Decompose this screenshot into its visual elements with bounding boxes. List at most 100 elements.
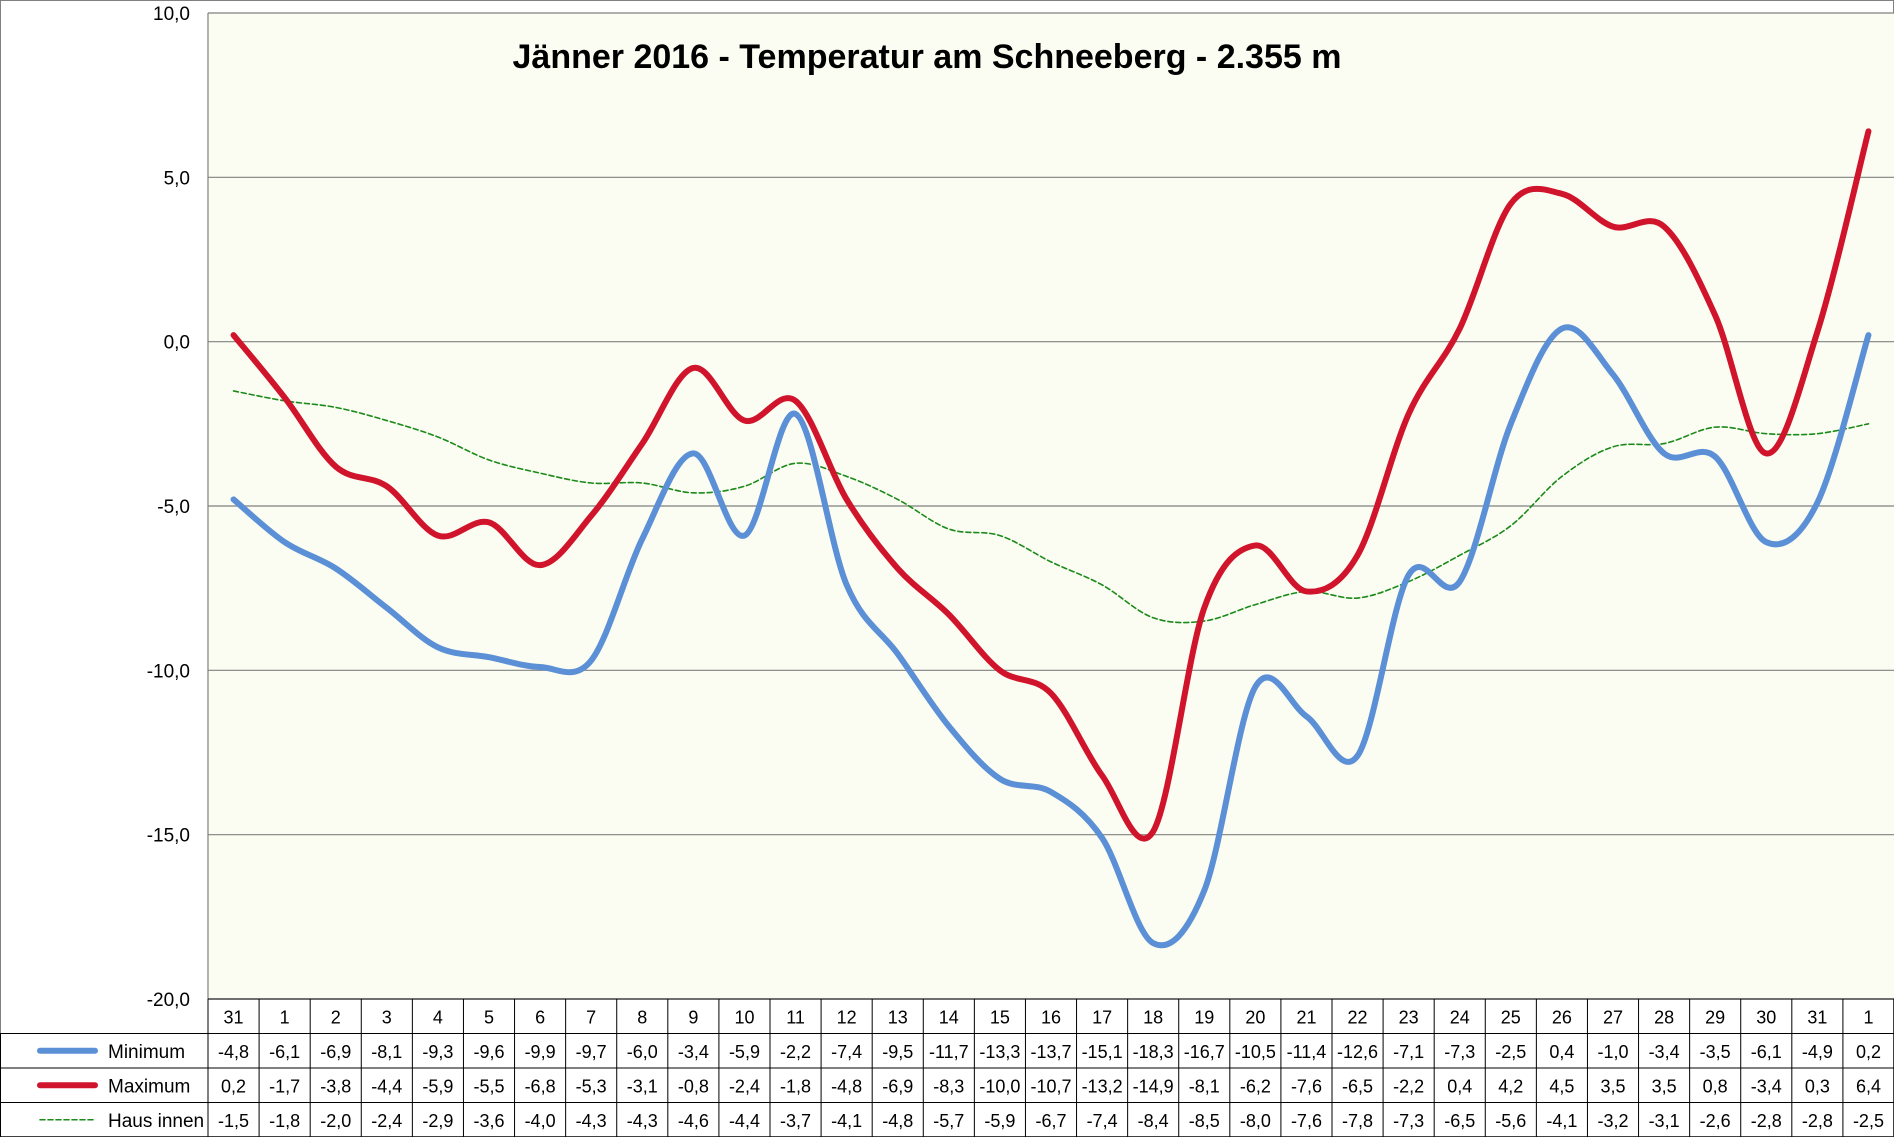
table-cell: -2,5 xyxy=(1495,1042,1526,1062)
table-cell: -6,9 xyxy=(320,1042,351,1062)
x-tick-label: 1 xyxy=(1863,1007,1873,1027)
table-cell: -7,6 xyxy=(1291,1076,1322,1096)
table-cell: -1,7 xyxy=(269,1076,300,1096)
x-tick-label: 31 xyxy=(1807,1007,1827,1027)
table-cell: -8,3 xyxy=(933,1076,964,1096)
table-cell: -1,5 xyxy=(218,1111,249,1131)
x-tick-label: 20 xyxy=(1245,1007,1265,1027)
table-cell: -2,9 xyxy=(422,1111,453,1131)
table-cell: -6,5 xyxy=(1342,1076,1373,1096)
table-cell: -7,3 xyxy=(1393,1111,1424,1131)
table-cell: -2,4 xyxy=(371,1111,402,1131)
table-cell: -7,8 xyxy=(1342,1111,1373,1131)
table-cell: -1,8 xyxy=(269,1111,300,1131)
legend-label-haus-innen: Haus innen xyxy=(108,1111,204,1132)
x-tick-label: 14 xyxy=(939,1007,959,1027)
table-cell: 0,2 xyxy=(221,1076,246,1096)
table-cell: -3,8 xyxy=(320,1076,351,1096)
y-tick-label: 10,0 xyxy=(153,4,190,25)
table-cell: -1,0 xyxy=(1597,1042,1628,1062)
table-cell: -4,6 xyxy=(678,1111,709,1131)
x-tick-label: 19 xyxy=(1194,1007,1214,1027)
table-cell: -5,3 xyxy=(576,1076,607,1096)
table-cell: 6,4 xyxy=(1856,1076,1881,1096)
table-cell: -6,1 xyxy=(269,1042,300,1062)
table-cell: -3,1 xyxy=(627,1076,658,1096)
table-cell: -7,1 xyxy=(1393,1042,1424,1062)
table-cell: -6,2 xyxy=(1240,1076,1271,1096)
table-cell: -2,4 xyxy=(729,1076,760,1096)
table-cell: -8,1 xyxy=(1189,1076,1220,1096)
table-cell: -8,5 xyxy=(1189,1111,1220,1131)
table-cell: -10,7 xyxy=(1030,1076,1071,1096)
table-cell: -3,4 xyxy=(1649,1042,1680,1062)
table-cell: 4,5 xyxy=(1549,1076,1574,1096)
x-tick-label: 9 xyxy=(688,1007,698,1027)
x-tick-label: 31 xyxy=(224,1007,244,1027)
table-cell: -16,7 xyxy=(1184,1042,1225,1062)
table-cell: -13,2 xyxy=(1082,1076,1123,1096)
table-cell: -13,3 xyxy=(979,1042,1020,1062)
table-cell: -11,7 xyxy=(929,1042,969,1062)
table-cell: -9,6 xyxy=(473,1042,504,1062)
table-cell: -3,4 xyxy=(678,1042,709,1062)
table-cell: -11,4 xyxy=(1287,1042,1327,1062)
x-tick-label: 6 xyxy=(535,1007,545,1027)
table-cell: -4,4 xyxy=(371,1076,402,1096)
x-tick-label: 5 xyxy=(484,1007,494,1027)
table-cell: -3,5 xyxy=(1700,1042,1731,1062)
table-cell: -4,3 xyxy=(627,1111,658,1131)
x-tick-label: 12 xyxy=(837,1007,857,1027)
x-tick-label: 25 xyxy=(1501,1007,1521,1027)
table-cell: -1,8 xyxy=(780,1076,811,1096)
x-tick-label: 2 xyxy=(331,1007,341,1027)
table-cell: -6,1 xyxy=(1751,1042,1782,1062)
table-cell: -9,5 xyxy=(882,1042,913,1062)
table-cell: -4,8 xyxy=(882,1111,913,1131)
table-cell: -8,1 xyxy=(371,1042,402,1062)
table-cell: -2,0 xyxy=(320,1111,351,1131)
table-cell: -3,2 xyxy=(1597,1111,1628,1131)
table-cell: -5,5 xyxy=(473,1076,504,1096)
x-tick-label: 10 xyxy=(734,1007,754,1027)
x-tick-label: 1 xyxy=(280,1007,290,1027)
table-cell: -6,7 xyxy=(1035,1111,1066,1131)
table-cell: -4,3 xyxy=(576,1111,607,1131)
x-tick-label: 4 xyxy=(433,1007,443,1027)
table-cell: -5,9 xyxy=(729,1042,760,1062)
data-table: 31 1 2 3 4 5 6 7 8 9 10 11 12 13 14 15 16 17 18 19 20 21 22 23 2… xyxy=(0,998,1894,1138)
table-cell: -10,0 xyxy=(979,1076,1020,1096)
table-cell: -8,0 xyxy=(1240,1111,1271,1131)
table-cell: -4,8 xyxy=(218,1042,249,1062)
table-cell: -13,7 xyxy=(1030,1042,1071,1062)
x-tick-label: 15 xyxy=(990,1007,1010,1027)
x-tick-label: 24 xyxy=(1450,1007,1470,1027)
table-cell: -7,4 xyxy=(831,1042,862,1062)
table-cell: 0,2 xyxy=(1856,1042,1881,1062)
table-cell: -7,3 xyxy=(1444,1042,1475,1062)
table-cell: -8,4 xyxy=(1138,1111,1169,1131)
table-cell: -9,7 xyxy=(576,1042,607,1062)
x-tick-label: 30 xyxy=(1756,1007,1776,1027)
table-cell: -0,8 xyxy=(678,1076,709,1096)
table-cell: 0,3 xyxy=(1805,1076,1830,1096)
series-line-maximum xyxy=(230,128,1872,842)
table-cell: -5,6 xyxy=(1495,1111,1526,1131)
table-cell: -4,1 xyxy=(831,1111,862,1131)
table-cell: -6,8 xyxy=(525,1076,556,1096)
x-tick-label: 3 xyxy=(382,1007,392,1027)
table-cell: 4,2 xyxy=(1498,1076,1523,1096)
table-cell: -9,3 xyxy=(422,1042,453,1062)
series-line-minimum xyxy=(230,324,1872,949)
table-cell: -3,4 xyxy=(1751,1076,1782,1096)
table-cell: -5,7 xyxy=(933,1111,964,1131)
x-tick-label: 26 xyxy=(1552,1007,1572,1027)
table-cell: -10,5 xyxy=(1235,1042,1276,1062)
series-line-haus-innen xyxy=(232,390,1870,624)
table-cell: 0,8 xyxy=(1703,1076,1728,1096)
table-cell: -3,6 xyxy=(473,1111,504,1131)
table-cell: -2,2 xyxy=(1393,1076,1424,1096)
table-cell: -2,8 xyxy=(1802,1111,1833,1131)
